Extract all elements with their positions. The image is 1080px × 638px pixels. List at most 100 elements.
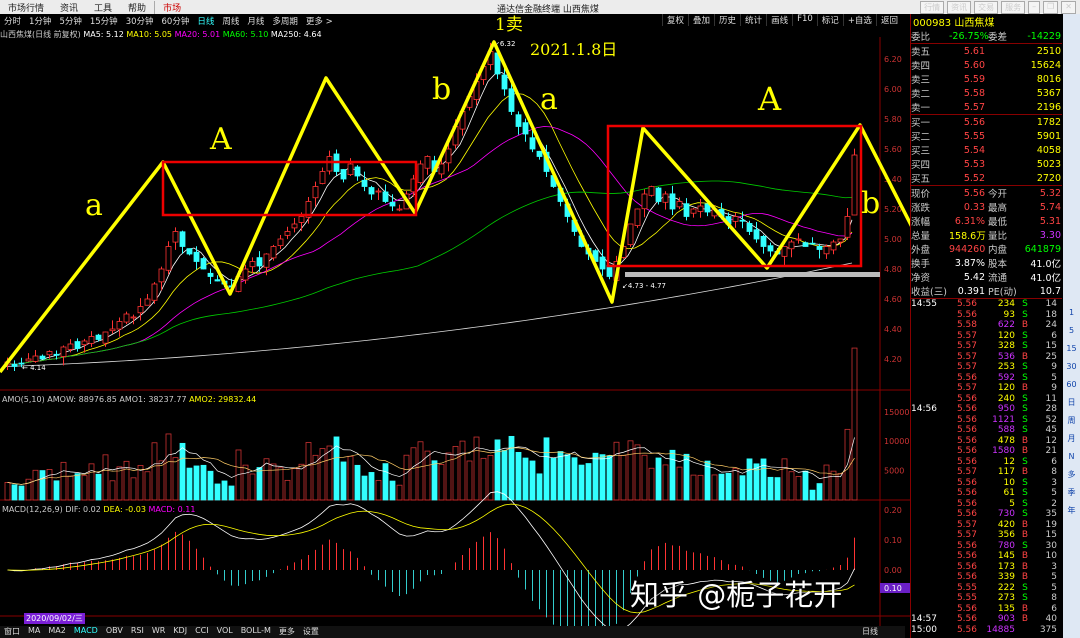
tool-4[interactable]: 画线: [766, 14, 792, 26]
menu-market-tab[interactable]: 市场: [154, 0, 189, 14]
candle-body: [795, 238, 802, 241]
tool-6[interactable]: 标记: [816, 14, 843, 26]
side-period-button[interactable]: 月: [1067, 434, 1076, 443]
period-6[interactable]: 日线: [197, 17, 215, 27]
candle-body: [683, 203, 690, 217]
indicator-tab[interactable]: MA2: [48, 626, 66, 635]
top-quote[interactable]: 行情: [920, 1, 945, 14]
period-8[interactable]: 月线: [247, 17, 265, 27]
indicator-tab[interactable]: RSI: [130, 626, 144, 635]
menu-tools[interactable]: 工具: [94, 3, 113, 14]
candle-body: [340, 169, 347, 180]
trade-price: 5.55: [956, 593, 977, 604]
watermark: 知乎 @栀子花开: [630, 578, 843, 612]
top-service[interactable]: 服务: [1001, 1, 1026, 14]
side-period-button[interactable]: 30: [1066, 362, 1077, 371]
trade-price: 5.56: [956, 456, 977, 467]
side-period-button[interactable]: 季: [1067, 488, 1076, 497]
period-7[interactable]: 周线: [222, 17, 240, 27]
trade-time: 14:55: [911, 299, 937, 310]
minimize-icon[interactable]: –: [1028, 1, 1041, 14]
indicator-tab[interactable]: KDJ: [173, 626, 188, 635]
kline-chart[interactable]: 6.20 6.00 5.80 5.60 5.40 5.20 5.00 4.80 4.60 4.40…: [0, 0, 910, 638]
volume-bar: [214, 483, 221, 501]
side-period-button[interactable]: 15: [1066, 344, 1077, 353]
menu-news[interactable]: 资讯: [60, 3, 79, 14]
volume-bar: [613, 441, 620, 501]
side-period-button[interactable]: 日: [1067, 398, 1076, 407]
indicator-tab[interactable]: WR: [151, 626, 166, 635]
top-news[interactable]: 资讯: [947, 1, 972, 14]
stat-label: 外盘: [911, 245, 931, 256]
indicator-tab[interactable]: 窗口: [4, 627, 20, 636]
candle-body: [830, 241, 837, 251]
indicator-tab[interactable]: CCI: [195, 626, 209, 635]
restore-icon[interactable]: ❐: [1043, 1, 1059, 14]
period-10[interactable]: 更多 >: [305, 17, 333, 27]
indicator-tab[interactable]: 设置: [302, 627, 319, 636]
candle-body: [284, 231, 291, 236]
close-icon[interactable]: ✕: [1061, 1, 1076, 14]
candle-body: [193, 251, 200, 262]
book-price: 5.61: [963, 45, 985, 57]
volume-bar: [277, 467, 284, 501]
side-period-button[interactable]: 年: [1067, 506, 1076, 515]
tool-2[interactable]: 历史: [714, 14, 740, 26]
tool-0[interactable]: 复权: [662, 14, 688, 26]
volume-bar: [298, 463, 305, 501]
volume-tick: 10000: [884, 437, 909, 446]
tool-5[interactable]: F10: [792, 14, 817, 26]
volume-bar: [837, 473, 844, 501]
side-period-button[interactable]: 60: [1066, 380, 1077, 389]
price-tick: 5.20: [884, 205, 902, 214]
book-volume: 5901: [1036, 130, 1061, 142]
volume-bar: [361, 475, 368, 501]
indicator-bar: 窗口 MA MA2 MACD OBV RSI WR KDJ CCI VOL BOLL-M 更多 设置: [0, 626, 905, 638]
volume-bar: [116, 466, 123, 501]
ma-line-1: [4, 93, 853, 365]
ma10-value: MA10: 5.05: [126, 30, 173, 39]
side-period-button[interactable]: 1: [1068, 308, 1075, 317]
side-period-button[interactable]: 多: [1067, 470, 1076, 479]
tool-8[interactable]: 返回: [875, 14, 902, 26]
volume-bar: [676, 466, 683, 501]
period-1[interactable]: 1分钟: [29, 17, 52, 27]
tool-3[interactable]: 统计: [740, 14, 766, 26]
period-2[interactable]: 5分钟: [59, 17, 82, 27]
period-3[interactable]: 15分钟: [89, 17, 118, 27]
indicator-tab[interactable]: VOL: [216, 626, 233, 635]
period-4[interactable]: 30分钟: [125, 17, 154, 27]
period-0[interactable]: 分时: [4, 17, 22, 27]
trade-side: S: [1022, 330, 1028, 341]
side-period-button[interactable]: N: [1068, 452, 1075, 461]
trade-count: 30: [1045, 540, 1057, 551]
indicator-tab[interactable]: MACD: [73, 626, 98, 635]
menu-help[interactable]: 帮助: [128, 3, 147, 14]
menu-market[interactable]: 市场行情: [8, 3, 45, 14]
trade-count: 6: [1051, 330, 1057, 341]
trade-row: 5.56 780 S 30: [911, 541, 1062, 552]
period-5[interactable]: 60分钟: [161, 17, 190, 27]
candle-body: [417, 163, 424, 183]
trade-price: 5.56: [956, 309, 977, 320]
menu-bar: 市场行情 资讯 工具 帮助 市场: [0, 0, 1080, 14]
indicator-tab[interactable]: 更多: [278, 627, 295, 636]
trade-side: S: [1022, 477, 1028, 488]
period-9[interactable]: 多周期: [272, 17, 298, 27]
stat-row: 净资 5.42 流通 41.0亿: [911, 270, 1062, 285]
dea-line: [7, 503, 855, 614]
trade-price: 5.57: [956, 351, 977, 362]
volume-bar: [263, 458, 270, 501]
indicator-tab[interactable]: MA: [28, 626, 41, 635]
weibi-label: 委比: [911, 32, 931, 43]
tool-7[interactable]: +自选: [842, 14, 876, 26]
volume-bar: [74, 473, 81, 501]
candle-body: [256, 257, 263, 267]
tool-1[interactable]: 叠加: [688, 14, 714, 26]
indicator-tab[interactable]: OBV: [105, 626, 123, 635]
window-buttons: 行情 资讯 交易 服务 – ❐ ✕: [920, 1, 1076, 14]
side-period-button[interactable]: 5: [1068, 326, 1075, 335]
top-trade[interactable]: 交易: [974, 1, 999, 14]
side-period-button[interactable]: 周: [1067, 416, 1076, 425]
indicator-tab[interactable]: BOLL-M: [240, 626, 271, 635]
